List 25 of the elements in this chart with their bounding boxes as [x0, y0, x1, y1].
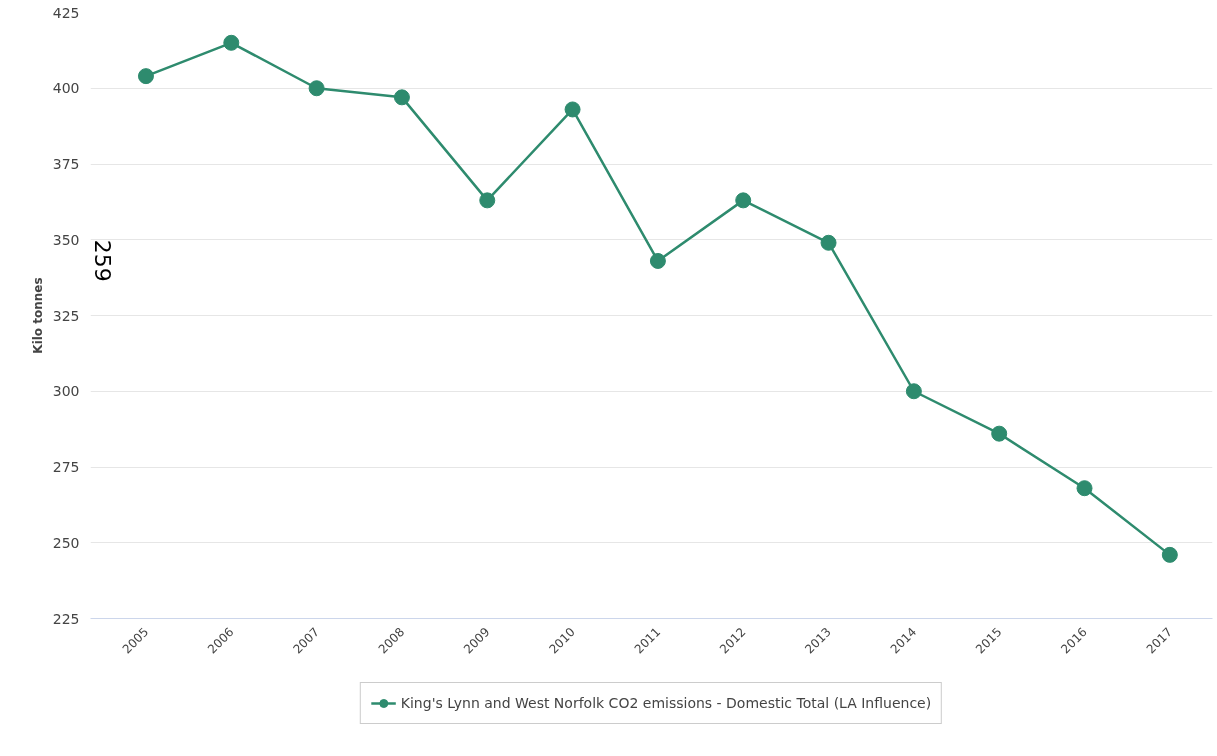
point	[308, 80, 325, 97]
point	[1076, 480, 1093, 497]
y-axis-title: Kilo tonnes	[30, 277, 45, 354]
point	[393, 89, 410, 106]
y-tick-label: 400	[52, 80, 80, 97]
point	[137, 68, 154, 85]
point	[564, 101, 581, 118]
point	[735, 192, 752, 209]
point	[820, 234, 837, 251]
annotation: 259	[89, 239, 115, 282]
y-tick-label: 375	[52, 156, 80, 172]
point	[991, 425, 1008, 442]
y-tick-label: 250	[52, 534, 80, 551]
point	[905, 383, 922, 400]
y-tick-label: 300	[52, 383, 80, 400]
point	[649, 252, 666, 269]
point	[223, 34, 240, 51]
point	[479, 192, 496, 209]
legend-label: King's Lynn and West Norfolk CO2 emissions - Domestic Total (LA Influence)	[400, 694, 932, 711]
y-tick-label: 325	[52, 307, 80, 324]
y-tick-label: 425	[52, 4, 80, 21]
y-tick-label: 275	[52, 459, 80, 475]
y-tick-label: 225	[52, 610, 80, 627]
point	[1161, 546, 1178, 563]
y-tick-label: 350	[52, 231, 80, 248]
